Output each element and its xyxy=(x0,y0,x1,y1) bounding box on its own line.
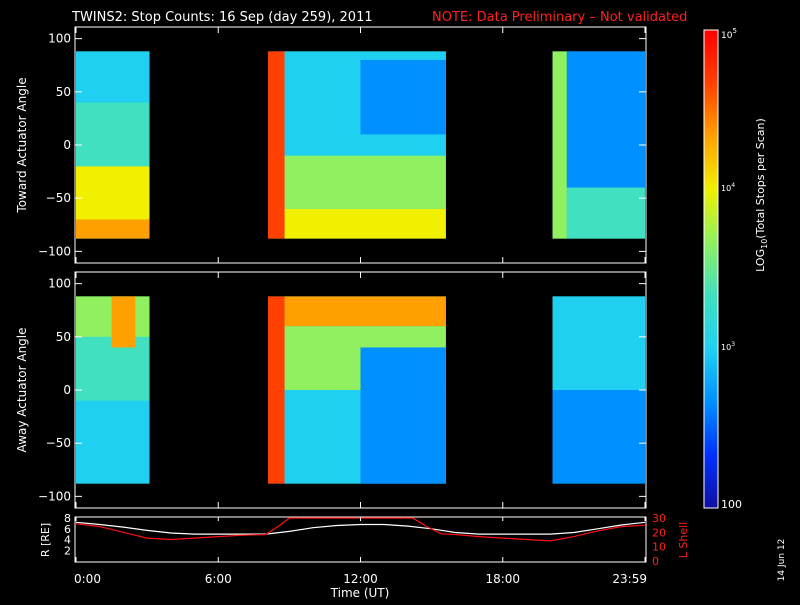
heatmap-cell xyxy=(552,296,645,390)
orbit-left-tick-label: 6 xyxy=(64,523,71,536)
y-tick-label: 100 xyxy=(48,277,71,291)
heatmap-cell xyxy=(552,51,567,239)
heatmap-cell xyxy=(76,400,150,484)
heatmap-cell xyxy=(268,296,285,484)
away-angle-panel: 100 50 0 −50 −100 Away Actuator Angle xyxy=(15,271,647,509)
colorbar-1e3-label: 103 xyxy=(721,341,735,352)
x-tick-label: 6:00 xyxy=(205,572,232,586)
heatmap-cell xyxy=(76,166,150,220)
orbit-right-tick-label: 30 xyxy=(652,512,666,525)
y-tick-label: −50 xyxy=(46,436,71,450)
heatmap-cell xyxy=(552,390,645,484)
colorbar-min-label: 100 xyxy=(721,498,742,511)
toward-y-axis-label: Toward Actuator Angle xyxy=(15,77,29,213)
heatmap-cell xyxy=(111,296,136,348)
away-y-axis-label: Away Actuator Angle xyxy=(15,327,29,452)
l-shell-line xyxy=(75,517,646,542)
y-tick-label: 100 xyxy=(48,32,71,46)
orbit-left-tick-label: 4 xyxy=(64,534,71,547)
heatmap-cell xyxy=(268,51,285,239)
y-tick-label: 50 xyxy=(56,85,71,99)
y-tick-label: −100 xyxy=(38,489,71,503)
colorbar-1e4-label: 104 xyxy=(721,182,735,193)
x-tick-label: 12:00 xyxy=(343,572,378,586)
radius-line xyxy=(75,521,646,535)
heatmap-cell xyxy=(284,155,446,209)
toward-angle-panel: 100 50 0 −50 −100 Toward Actuator Angle xyxy=(15,26,647,264)
heatmap-cell xyxy=(76,102,150,167)
heatmap-cell xyxy=(76,219,150,239)
heatmap-cell xyxy=(284,296,446,327)
orbit-right-tick-label: 20 xyxy=(652,526,666,539)
figure-title: TWINS2: Stop Counts: 16 Sep (day 259), 2… xyxy=(71,10,373,25)
y-tick-label: −100 xyxy=(38,244,71,258)
orbit-left-tick-label: 8 xyxy=(64,512,71,525)
away-y-axis: 100 50 0 −50 −100 xyxy=(38,277,646,503)
x-tick-label: 0:00 xyxy=(74,572,101,586)
colorbar-label: LOG10(Total Stops per Scan) xyxy=(754,118,769,272)
orbit-right-tick-label: 10 xyxy=(652,541,666,554)
y-tick-label: 0 xyxy=(63,383,71,397)
colorbar: 105 104 103 100 LOG10(Total Stops per Sc… xyxy=(703,27,769,511)
toward-y-axis: 100 50 0 −50 −100 xyxy=(38,32,646,258)
y-tick-label: −50 xyxy=(46,191,71,205)
heatmap-cell xyxy=(360,59,446,135)
heatmap-cell xyxy=(76,51,150,103)
y-tick-label: 50 xyxy=(56,330,71,344)
colorbar-gradient xyxy=(703,29,719,509)
toward-heatmap xyxy=(76,51,645,239)
date-stamp: 14 Jun 12 xyxy=(777,539,787,582)
heatmap-cell xyxy=(566,187,645,239)
away-heatmap xyxy=(76,296,645,484)
orbit-left-tick-label: 2 xyxy=(64,544,71,557)
orbit-right-axis-label: L Shell xyxy=(677,522,690,558)
time-axis-label: Time (UT) xyxy=(330,586,390,600)
x-tick-label: 23:59 xyxy=(612,572,647,586)
heatmap-cell xyxy=(360,347,446,484)
y-tick-label: 0 xyxy=(63,138,71,152)
colorbar-max-label: 105 xyxy=(721,27,737,41)
heatmap-cell xyxy=(284,208,446,239)
orbit-right-tick-label: 0 xyxy=(652,555,659,568)
orbit-series xyxy=(75,517,646,542)
preliminary-note: NOTE: Data Preliminary – Not validated xyxy=(432,10,687,25)
heatmap-cell xyxy=(566,51,645,188)
x-tick-label: 18:00 xyxy=(485,572,520,586)
orbit-left-axis-label: R [RE] xyxy=(39,523,52,557)
time-axis: 0:00 6:00 12:00 18:00 23:59 xyxy=(74,27,647,586)
